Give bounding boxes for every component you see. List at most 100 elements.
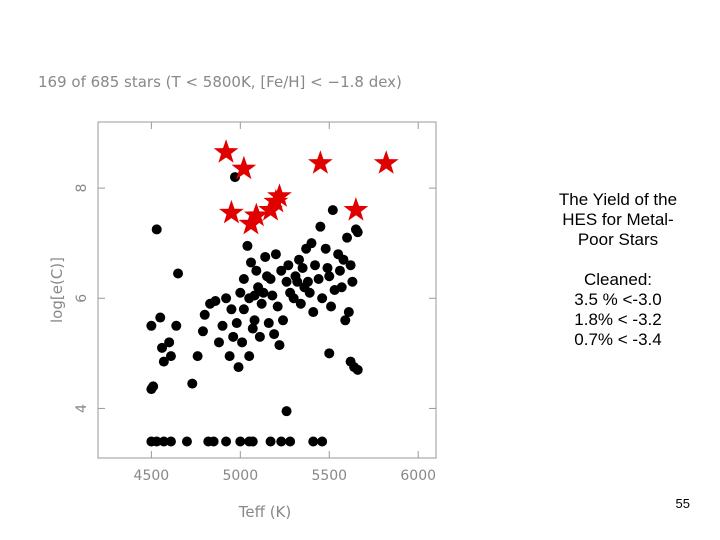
- circle-marker: [192, 351, 203, 362]
- tick-labels: 4500 5000 5500 6000 4 6 8: [74, 184, 436, 484]
- circle-marker: [263, 318, 274, 329]
- circle-marker: [151, 224, 162, 235]
- yield-title: The Yield of the HES for Metal- Poor Sta…: [528, 190, 708, 250]
- circle-marker: [281, 276, 292, 287]
- page-number: 55: [675, 496, 690, 511]
- circle-marker: [157, 342, 168, 353]
- circle-marker: [345, 260, 356, 271]
- star-marker: [219, 199, 244, 224]
- circle-marker: [315, 221, 326, 232]
- circle-marker: [158, 436, 169, 447]
- circle-marker: [226, 304, 237, 315]
- circle-marker: [297, 262, 308, 273]
- circle-marker: [324, 348, 335, 359]
- yield-line: 0.7% < -3.4: [574, 330, 662, 349]
- circle-marker: [245, 257, 256, 268]
- axis-ticks: [98, 122, 436, 458]
- circle-marker: [302, 276, 313, 287]
- circle-marker: [221, 436, 232, 447]
- star-marker: [231, 155, 257, 180]
- star-marker: [267, 183, 292, 207]
- circle-marker: [352, 227, 363, 238]
- yield-line: 1.8% < -3.2: [574, 310, 662, 329]
- circle-marker: [224, 351, 235, 362]
- star-marker: [244, 202, 269, 227]
- circle-marker: [208, 436, 219, 447]
- circle-marker: [274, 340, 285, 351]
- circle-marker: [347, 276, 358, 287]
- circle-marker: [317, 293, 328, 304]
- x-tick-label: 5000: [222, 468, 258, 484]
- circle-marker: [238, 304, 249, 315]
- star-marker: [263, 188, 289, 213]
- circle-marker: [256, 298, 267, 309]
- circle-marker: [326, 301, 337, 312]
- circle-marker: [327, 205, 338, 216]
- data-points: [146, 139, 399, 447]
- circle-marker: [267, 290, 278, 301]
- x-tick-label: 4500: [134, 468, 170, 484]
- plot-frame: [97, 121, 437, 459]
- circle-marker: [310, 260, 321, 271]
- circle-marker: [294, 254, 305, 265]
- star-marker: [238, 210, 264, 235]
- circle-marker: [229, 172, 240, 183]
- circle-marker: [322, 262, 333, 273]
- circle-marker: [317, 436, 328, 447]
- slide-text-block: The Yield of the HES for Metal- Poor Sta…: [528, 190, 708, 350]
- circle-marker: [231, 318, 242, 329]
- circle-marker: [235, 436, 246, 447]
- circle-marker: [308, 436, 319, 447]
- circle-marker: [258, 287, 269, 298]
- circle-marker: [199, 309, 210, 320]
- circle-marker: [249, 315, 260, 326]
- chart-title: 169 of 685 stars (T < 5800K, [Fe/H] < −1…: [38, 73, 402, 91]
- circle-marker: [260, 251, 271, 262]
- circle-marker: [173, 268, 184, 279]
- circle-marker: [313, 273, 324, 284]
- circle-marker: [292, 276, 303, 287]
- circle-marker: [238, 273, 249, 284]
- circle-marker: [254, 331, 265, 342]
- circle-marker: [187, 378, 198, 389]
- circle-marker: [221, 293, 232, 304]
- circle-marker: [228, 331, 239, 342]
- circle-marker: [235, 287, 246, 298]
- circle-marker: [301, 243, 312, 254]
- yield-title-line: The Yield of the: [558, 190, 678, 209]
- circle-marker: [171, 320, 182, 331]
- circle-marker: [320, 243, 331, 254]
- x-axis-label: Teff (K): [238, 503, 292, 521]
- star-marker: [343, 197, 369, 221]
- circle-marker: [352, 364, 363, 375]
- circle-marker: [210, 296, 221, 307]
- yield-title-line: HES for Metal-: [562, 210, 674, 229]
- circle-marker: [181, 436, 192, 447]
- circle-marker: [165, 351, 176, 362]
- circle-marker: [146, 320, 157, 331]
- circle-marker: [338, 254, 349, 265]
- circle-marker: [244, 351, 255, 362]
- x-tick-label: 6000: [400, 468, 436, 484]
- circle-marker: [213, 337, 224, 348]
- y-tick-label: 8: [74, 184, 90, 193]
- circle-marker: [295, 298, 306, 309]
- circle-marker: [272, 301, 283, 312]
- star-marker: [213, 139, 239, 163]
- circle-marker: [148, 381, 159, 392]
- circle-marker: [164, 337, 175, 348]
- x-tick-label: 5500: [311, 468, 347, 484]
- circle-marker: [276, 436, 287, 447]
- circle-marker: [270, 249, 281, 260]
- circle-marker: [251, 265, 262, 276]
- circle-marker: [269, 329, 280, 340]
- y-axis-label: log[e(C)]: [48, 257, 66, 323]
- circle-marker: [249, 290, 260, 301]
- circle-marker: [247, 436, 258, 447]
- circle-marker: [285, 287, 296, 298]
- circle-marker: [155, 312, 166, 323]
- circle-marker: [281, 406, 292, 417]
- star-marker: [308, 150, 333, 174]
- circle-marker: [165, 436, 176, 447]
- circle-marker: [237, 337, 248, 348]
